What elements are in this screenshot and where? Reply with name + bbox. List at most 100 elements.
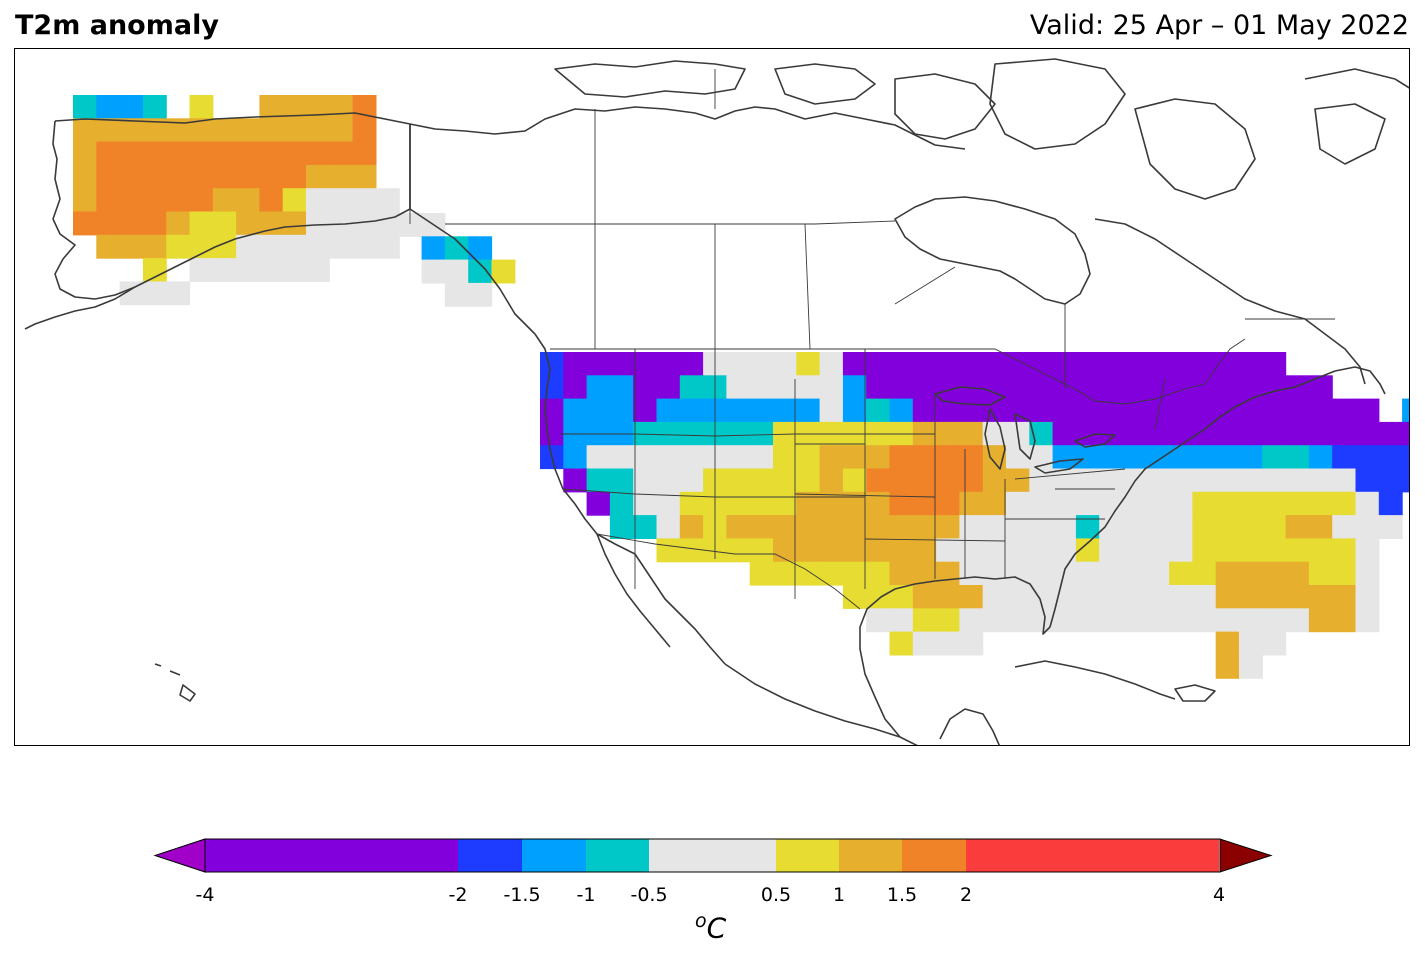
anomaly-cell (1122, 491, 1147, 516)
anomaly-cell (189, 141, 214, 166)
anomaly-cell (119, 281, 144, 306)
anomaly-cell (96, 164, 121, 189)
anomaly-cell (329, 188, 354, 213)
anomaly-cell (1145, 375, 1170, 400)
anomaly-cell (96, 95, 121, 119)
anomaly-cell (586, 398, 611, 423)
anomaly-cell (796, 445, 821, 470)
anomaly-cell (1169, 352, 1193, 376)
anomaly-cell (1145, 515, 1170, 539)
anomaly-cell (1145, 491, 1170, 516)
anomaly-cell (444, 259, 469, 284)
anomaly-cell (491, 259, 516, 284)
anomaly-cell (912, 398, 937, 423)
anomaly-cell (819, 491, 844, 516)
anomaly-cell (796, 398, 821, 423)
anomaly-cell (96, 211, 121, 236)
anomaly-cell (1262, 421, 1287, 446)
anomaly-cell (189, 188, 214, 213)
anomaly-cell (889, 398, 914, 423)
anomaly-cell (959, 398, 984, 423)
anomaly-cell (656, 468, 681, 493)
anomaly-cell (1145, 398, 1170, 423)
anomaly-cell (1075, 421, 1100, 446)
anomaly-cell (866, 585, 891, 609)
anomaly-cell (749, 515, 774, 539)
colorbar-bin (839, 839, 902, 872)
anomaly-cell (959, 585, 984, 609)
anomaly-cell (73, 164, 97, 189)
anomaly-cell (609, 352, 634, 376)
colorbar-bin (205, 839, 458, 872)
anomaly-cell (1169, 398, 1193, 423)
anomaly-cell (1006, 398, 1030, 423)
anomaly-cell (142, 141, 167, 166)
anomaly-cell (1402, 398, 1409, 423)
colorbar-bins (153, 838, 1273, 873)
anomaly-cell (866, 398, 891, 423)
anomaly-cell (1402, 421, 1409, 446)
anomaly-cell (1052, 608, 1077, 633)
anomaly-cell (1355, 398, 1380, 423)
anomaly-cell (1355, 421, 1380, 446)
anomaly-cell (1169, 421, 1193, 446)
anomaly-cell (1029, 352, 1054, 376)
anomaly-cell (563, 375, 588, 400)
anomaly-cell (1332, 491, 1357, 516)
anomaly-cell (982, 352, 1007, 376)
anomaly-cell (352, 141, 377, 166)
anomaly-cell (936, 538, 960, 563)
anomaly-cell (633, 398, 658, 423)
colorbar-tick-label: -2 (448, 884, 468, 906)
anomaly-cell (842, 352, 867, 376)
anomaly-cell (540, 398, 564, 423)
anomaly-cell (773, 375, 797, 400)
anomaly-cell (656, 515, 681, 539)
anomaly-cell (1099, 398, 1124, 423)
anomaly-cell (306, 118, 330, 143)
anomaly-cell (1378, 491, 1403, 516)
anomaly-cell (1006, 585, 1030, 609)
anomaly-cell (749, 561, 774, 586)
anomaly-cell (1075, 445, 1100, 470)
anomaly-cell (1169, 515, 1193, 539)
anomaly-cell (1006, 445, 1030, 470)
colorbar-bin (522, 839, 586, 872)
anomaly-cell (540, 421, 564, 446)
anomaly-cell (468, 282, 493, 307)
anomaly-cell (1006, 561, 1030, 586)
anomaly-cell (1239, 491, 1263, 516)
anomaly-cell (1029, 608, 1054, 633)
anomaly-cell (142, 211, 167, 236)
anomaly-cell (421, 259, 446, 284)
colorbar-tick-label: -0.5 (630, 884, 668, 906)
anomaly-cell (1075, 491, 1100, 516)
anomaly-cell (1122, 352, 1147, 376)
anomaly-cell (586, 352, 611, 376)
anomaly-cell (842, 585, 867, 609)
colorbar-tick-label: 1 (832, 884, 846, 906)
anomaly-cell (749, 445, 774, 470)
colorbar-tick-label: -1 (576, 884, 596, 906)
anomaly-cell (1099, 608, 1124, 633)
anomaly-cell (1075, 585, 1100, 609)
anomaly-cell (819, 352, 844, 376)
colorbar-tick-label: 1.5 (886, 884, 918, 906)
anomaly-cell (842, 491, 867, 516)
anomaly-cell (609, 398, 634, 423)
anomaly-cell (1262, 631, 1287, 656)
anomaly-cell (889, 445, 914, 470)
anomaly-cell (166, 281, 191, 306)
anomaly-cell (726, 375, 751, 400)
colorbar (153, 838, 1273, 873)
borders (409, 69, 1335, 610)
anomaly-cell (959, 468, 984, 493)
anomaly-cell (1215, 654, 1240, 679)
anomaly-cell (866, 538, 891, 563)
anomaly-cell (982, 585, 1007, 609)
anomaly-cell (306, 164, 330, 189)
anomaly-cell (1355, 561, 1380, 586)
anomaly-cell (1239, 398, 1263, 423)
anomaly-cell (1052, 585, 1077, 609)
anomaly-cell (1285, 375, 1310, 400)
